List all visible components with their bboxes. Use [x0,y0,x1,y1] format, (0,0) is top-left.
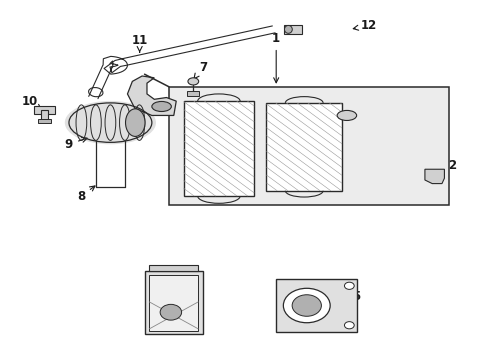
Text: 6: 6 [220,141,234,154]
Polygon shape [424,169,444,184]
Text: 4: 4 [147,285,163,300]
Text: 12: 12 [352,19,376,32]
Text: 8: 8 [77,186,95,203]
Polygon shape [127,76,176,116]
Ellipse shape [152,102,171,112]
Bar [144,271,203,334]
Circle shape [344,321,353,329]
Ellipse shape [125,109,145,136]
Circle shape [344,282,353,289]
Bar [284,25,302,34]
Bar [266,103,341,191]
Bar [276,279,356,332]
Ellipse shape [284,26,292,33]
Bar [183,101,254,196]
Ellipse shape [336,111,356,121]
Bar [38,119,51,123]
Circle shape [291,295,321,316]
Polygon shape [168,87,448,205]
Ellipse shape [187,78,198,85]
Circle shape [283,288,329,323]
Text: 3: 3 [303,123,311,140]
Circle shape [160,304,181,320]
Text: 1: 1 [272,32,280,83]
Bar [149,275,198,330]
Bar [41,110,48,121]
Text: 2: 2 [437,159,455,177]
Text: 9: 9 [65,138,87,150]
Text: 5: 5 [350,285,360,303]
Text: 11: 11 [131,33,147,52]
Text: 7: 7 [194,60,207,78]
Ellipse shape [65,101,156,144]
Bar [187,91,199,96]
Bar [149,265,198,271]
Bar [34,107,55,114]
Text: 10: 10 [22,95,41,109]
